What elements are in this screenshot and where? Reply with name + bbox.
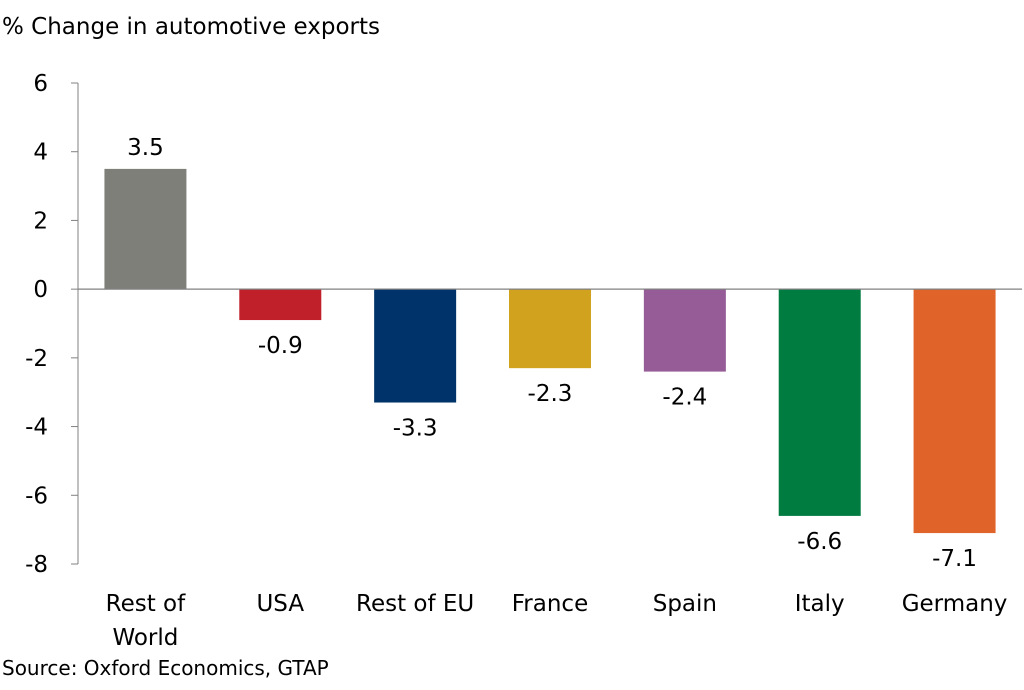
bar-chart: 6 4 2 0 -2 -4 -6 -8 3.5 -0.9 -3.3 -2.3 -2.4 -6.6 -7.1… [25,71,1022,650]
y-tick-label: 2 [33,208,48,234]
x-category-label: Rest of EU [356,591,474,617]
x-axis-categories: Rest of World USA Rest of EU France Spain Ital… [106,591,1008,650]
data-label: -2.3 [528,381,573,407]
data-label: -3.3 [393,416,438,442]
x-category-label: Germany [902,591,1008,617]
data-label: -7.1 [932,546,977,572]
y-tick-label: -4 [25,415,48,441]
bar [104,168,187,290]
x-category-label: France [512,591,588,617]
data-label: -2.4 [662,385,707,411]
source-note: Source: Oxford Economics, GTAP [2,656,329,680]
y-tick-label: 0 [33,277,48,303]
bar [509,289,591,369]
y-tick-label: -6 [25,483,48,509]
bar [778,289,861,516]
x-category-label: Italy [795,591,845,617]
y-axis: 6 4 2 0 -2 -4 -6 -8 [25,71,79,578]
bar [239,289,322,321]
x-category-label: Rest of World [106,591,186,650]
data-label: -0.9 [258,333,303,359]
x-category-label: Spain [653,591,717,617]
bars [104,168,996,534]
y-tick-label: -2 [25,346,48,372]
bar [643,289,726,372]
y-tick-label: 4 [33,140,48,166]
y-axis-title: % Change in automotive exports [2,14,381,40]
data-label: -6.6 [797,529,842,555]
data-label: 3.5 [127,135,164,161]
bar [913,289,996,534]
y-tick-label: -8 [25,552,48,578]
y-tick-label: 6 [33,71,48,97]
bar [374,289,457,403]
x-category-label: USA [256,591,304,617]
data-labels: 3.5 -0.9 -3.3 -2.3 -2.4 -6.6 -7.1 [127,135,977,572]
